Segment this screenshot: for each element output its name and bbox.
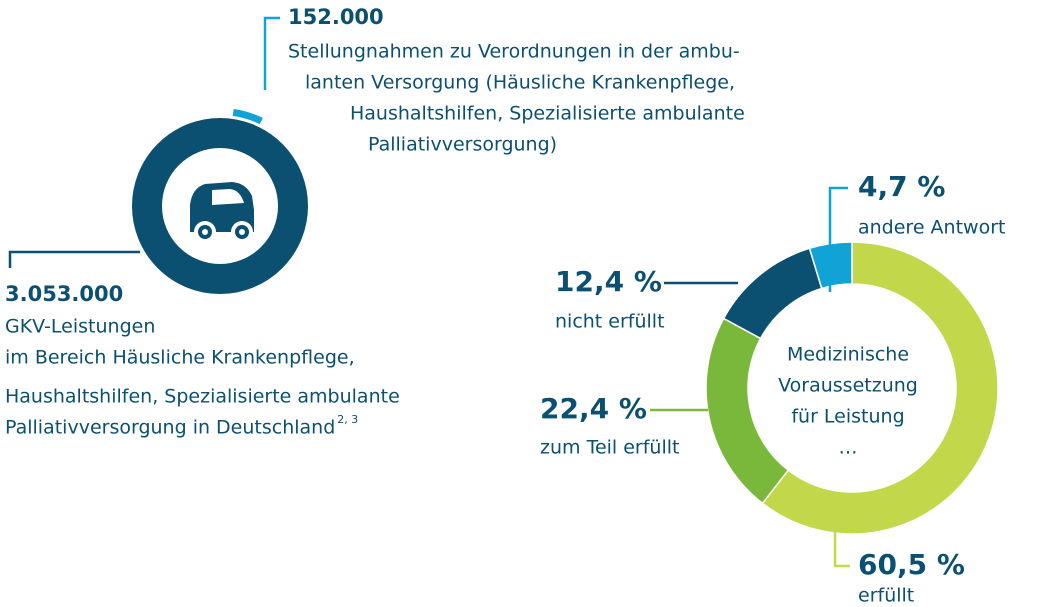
description: lanten Versorgung (Häusliche Krankenpfle…	[305, 72, 735, 94]
value-label: 3.053.000	[5, 282, 123, 306]
category-label: nicht erfüllt	[555, 311, 665, 333]
value-label: 4,7 %	[858, 170, 945, 203]
center-text: Voraussetzung	[778, 375, 918, 397]
description: Stellungnahmen zu Verordnungen in der am…	[288, 41, 740, 63]
leader-line	[263, 16, 280, 90]
category-label: andere Antwort	[858, 217, 1005, 239]
donut-segment	[705, 317, 790, 505]
ring-arc	[232, 108, 263, 125]
description: Palliativversorgung)	[368, 134, 557, 156]
value-label: 60,5 %	[858, 548, 965, 581]
value-label: 12,4 %	[555, 265, 662, 298]
footnote: 2, 3	[337, 413, 358, 426]
leader-line	[8, 250, 140, 268]
ring	[132, 118, 308, 294]
description: GKV-Leistungen	[5, 316, 155, 338]
center-text: für Leistung	[791, 406, 904, 428]
category-label: erfüllt	[858, 585, 914, 607]
description: Haushaltshilfen, Spezialisierte ambulant…	[5, 386, 400, 408]
description: im Bereich Häusliche Krankenpflege,	[5, 347, 355, 369]
leader-line	[833, 525, 850, 568]
donut-segment	[722, 247, 823, 340]
center-text: …	[839, 437, 858, 459]
value-label: 152.000	[288, 5, 384, 29]
car-icon	[176, 162, 264, 250]
description: Haushaltshilfen, Spezialisierte ambulant…	[350, 103, 745, 125]
donut-segment	[761, 241, 999, 535]
category-label: zum Teil erfüllt	[540, 437, 679, 459]
center-text: Medizinische	[787, 344, 909, 366]
description: Palliativversorgung in Deutschland	[5, 417, 335, 439]
leader-line	[828, 186, 848, 292]
value-label: 22,4 %	[540, 392, 647, 425]
